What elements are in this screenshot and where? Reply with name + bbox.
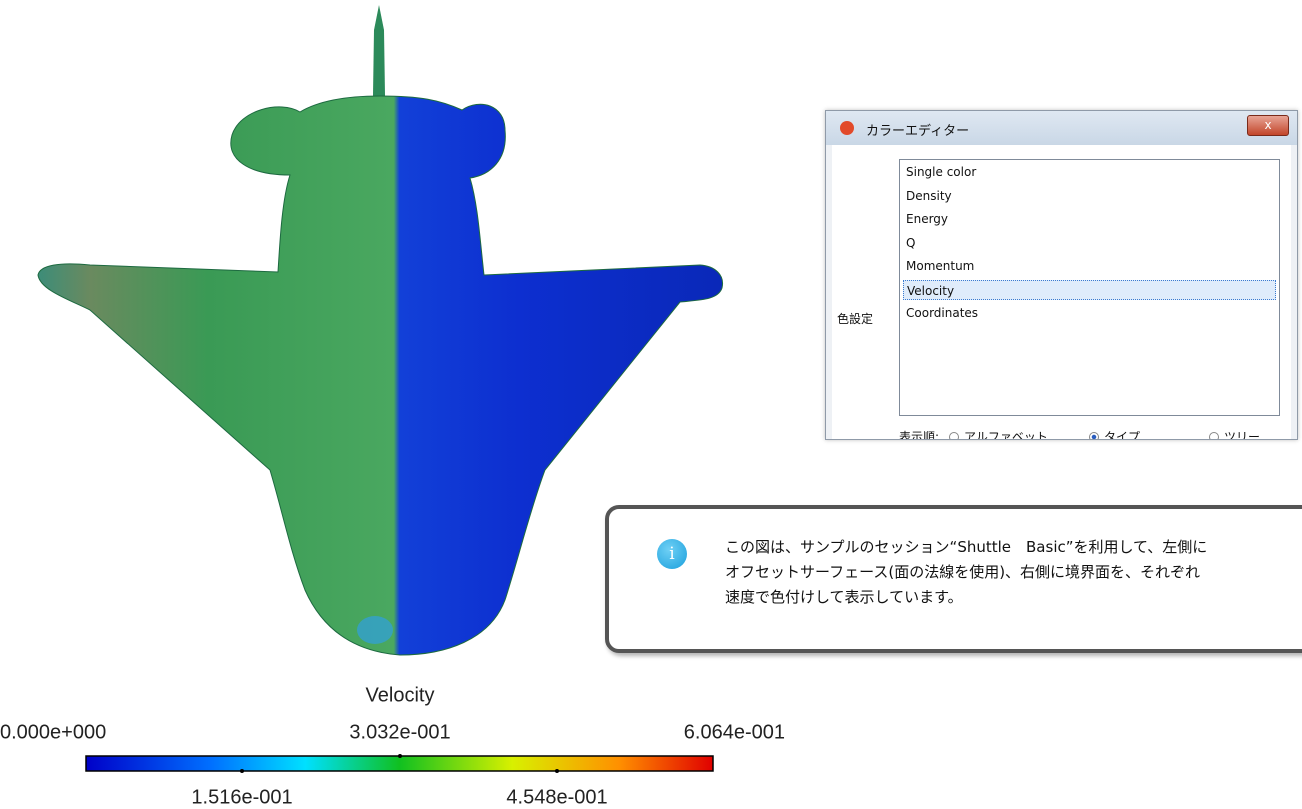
- colorbar-tick: [240, 769, 244, 773]
- radio-option[interactable]: タイプ: [1089, 428, 1141, 440]
- field-label: 色設定: [837, 312, 874, 326]
- dialog-body: 色設定 Single color Density Energy Q Momentum Ve…: [832, 145, 1291, 439]
- info-text: オフセットサーフェース(面の法線を使用)、右側に境界面を、それぞれ: [725, 563, 1201, 581]
- radio-option[interactable]: アルファベット: [949, 428, 1048, 440]
- radio-label: タイプ: [1104, 430, 1141, 440]
- info-text: 速度で色付けして表示しています。: [725, 588, 963, 606]
- list-item[interactable]: Momentum: [906, 259, 975, 273]
- colorbar: [85, 755, 714, 772]
- radio-button[interactable]: [1089, 432, 1099, 439]
- colorbar-label: 1.516e-001: [191, 786, 292, 808]
- colorbar-label: 0.000e+000: [0, 721, 106, 743]
- sort-order: 表示順: アルファベット タイプ ツリー: [899, 428, 1297, 440]
- radio-label: ツリー: [1224, 430, 1261, 440]
- close-button[interactable]: x: [1247, 115, 1289, 136]
- list-item[interactable]: Energy: [906, 212, 949, 226]
- sort-label: 表示順:: [899, 430, 940, 440]
- colorbar-label: 3.032e-001: [349, 721, 450, 743]
- colorbar-title: Velocity: [366, 684, 435, 706]
- colorbar-tick: [555, 769, 559, 773]
- info-text: この図は、サンプルのセッション“Shuttle Basic”を利用して、左側に: [725, 538, 1208, 556]
- info-box: i この図は、サンプルのセッション“Shuttle Basic”を利用して、左側…: [605, 505, 1302, 653]
- colorbar-tick: [398, 754, 402, 758]
- colorbar-label: 6.064e-001: [684, 721, 785, 743]
- render-view: Velocity 0.000e+000 3.032e-001 6.064e-00…: [0, 5, 785, 808]
- radio-option[interactable]: ツリー: [1209, 428, 1261, 440]
- colorbar-label: 4.548e-001: [506, 786, 607, 808]
- list-item[interactable]: Q: [906, 235, 916, 250]
- list-item[interactable]: Density: [906, 188, 952, 203]
- info-icon: i: [657, 539, 687, 569]
- color-list: Single color Density Energy Q Momentum Veloci…: [899, 159, 1280, 416]
- title-bar: カラーエディター x: [826, 111, 1297, 145]
- dialog-title: カラーエディター: [866, 124, 970, 139]
- shuttle-body: [37, 95, 724, 656]
- nose-highlight: [357, 616, 393, 644]
- radio-label: アルファベット: [964, 430, 1048, 440]
- color-editor-dialog: カラーエディター x 色設定 Single color Density Energy…: [825, 110, 1298, 440]
- radio-button[interactable]: [1209, 432, 1219, 439]
- list-item[interactable]: Single color: [906, 165, 977, 179]
- list-item[interactable]: Coordinates: [906, 306, 979, 320]
- app-icon: [840, 121, 854, 135]
- list-item[interactable]: Velocity: [903, 279, 1276, 300]
- radio-button[interactable]: [949, 432, 959, 439]
